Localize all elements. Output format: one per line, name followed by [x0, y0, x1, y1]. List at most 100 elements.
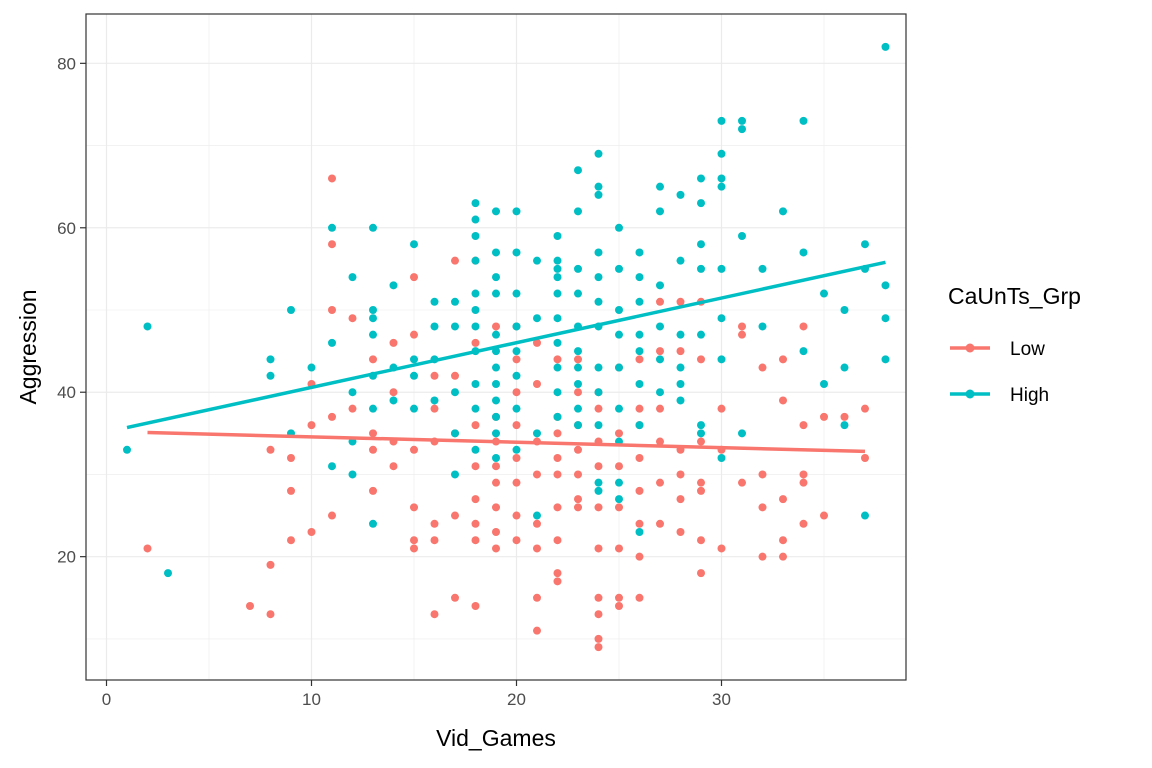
data-point-high	[492, 330, 500, 339]
data-point-high	[492, 289, 500, 298]
data-point-low	[553, 536, 562, 545]
data-point-high	[512, 371, 521, 380]
panel-border	[85, 13, 907, 681]
data-point-low	[533, 470, 541, 479]
data-point-high	[615, 330, 623, 339]
data-point-high	[369, 404, 377, 413]
data-point-high	[738, 116, 746, 125]
data-point-low	[697, 478, 705, 487]
data-point-low	[492, 503, 500, 512]
data-point-high	[615, 495, 623, 504]
data-point-high	[615, 478, 623, 487]
data-point-high	[123, 445, 131, 454]
data-point-high	[164, 569, 172, 578]
data-point-high	[656, 182, 664, 191]
data-point-high	[635, 528, 644, 536]
data-point-high	[492, 396, 500, 405]
data-point-high	[307, 363, 316, 372]
data-point-low	[574, 445, 582, 454]
data-point-low	[635, 486, 644, 495]
data-point-low	[820, 412, 828, 421]
y-axis-title: Aggression	[15, 289, 41, 404]
data-point-high	[594, 388, 603, 397]
y-tick-label: 60	[57, 219, 76, 238]
data-point-low	[574, 388, 582, 397]
data-point-high	[656, 281, 664, 290]
data-point-low	[410, 445, 418, 454]
data-point-high	[881, 281, 890, 290]
data-point-high	[717, 314, 726, 323]
data-point-high	[533, 256, 541, 265]
data-point-high	[430, 396, 439, 405]
data-point-low	[328, 412, 336, 421]
data-point-low	[861, 404, 869, 413]
axes: 0 10 20 30 20 40 60 80	[57, 54, 731, 709]
data-point-high	[615, 404, 623, 413]
data-point-high	[615, 264, 623, 273]
data-point-high	[369, 314, 377, 323]
fit-line-low	[147, 430, 866, 454]
data-point-high	[820, 380, 828, 388]
data-point-low	[635, 552, 644, 561]
data-point-high	[266, 355, 275, 364]
data-point-high	[656, 207, 664, 216]
data-point-low	[820, 511, 828, 520]
data-point-high	[574, 347, 582, 356]
data-point-low	[328, 174, 336, 183]
data-point-high	[471, 322, 480, 331]
data-point-low	[594, 610, 603, 619]
data-point-high	[553, 264, 562, 273]
data-point-low	[738, 322, 746, 331]
data-point-low	[348, 314, 357, 323]
data-point-high	[594, 478, 603, 487]
data-point-high	[451, 388, 459, 397]
data-point-high	[717, 264, 726, 273]
data-point-high	[717, 174, 726, 183]
data-point-low	[594, 404, 603, 413]
data-point-high	[594, 273, 603, 282]
data-point-low	[266, 445, 275, 454]
data-point-low	[799, 519, 808, 528]
data-point-low	[676, 495, 685, 504]
data-point-low	[615, 602, 623, 610]
data-point-high	[635, 273, 644, 282]
data-point-high	[635, 380, 644, 388]
data-point-low	[471, 519, 480, 528]
data-point-high	[881, 314, 890, 323]
data-point-low	[430, 536, 439, 545]
data-point-low	[799, 470, 808, 479]
data-point-low	[553, 355, 562, 364]
data-point-low	[656, 478, 664, 487]
data-point-low	[553, 454, 562, 462]
data-point-low	[594, 462, 603, 471]
data-point-low	[553, 569, 562, 578]
data-point-low	[799, 421, 808, 430]
data-point-high	[861, 240, 869, 249]
data-point-high	[492, 380, 500, 388]
data-point-high	[369, 330, 377, 339]
data-point-high	[451, 470, 459, 479]
fit-lines	[126, 260, 886, 454]
data-point-high	[328, 462, 336, 471]
data-point-low	[676, 297, 685, 306]
data-point-low	[635, 454, 644, 462]
data-point-high	[615, 223, 623, 232]
data-point-high	[574, 363, 582, 372]
data-point-low	[779, 396, 787, 405]
data-point-high	[676, 363, 685, 372]
data-point-low	[389, 338, 398, 347]
data-point-high	[348, 273, 357, 282]
data-point-high	[881, 42, 890, 51]
data-point-low	[635, 355, 644, 364]
data-point-high	[820, 289, 828, 298]
data-point-high	[717, 149, 726, 158]
data-point-high	[369, 223, 377, 232]
data-point-low	[471, 536, 480, 545]
data-point-low	[574, 470, 582, 479]
y-tick-label: 20	[57, 548, 76, 567]
data-point-low	[656, 437, 664, 446]
data-point-high	[553, 232, 562, 240]
data-point-high	[594, 363, 603, 372]
data-point-low	[430, 610, 439, 619]
